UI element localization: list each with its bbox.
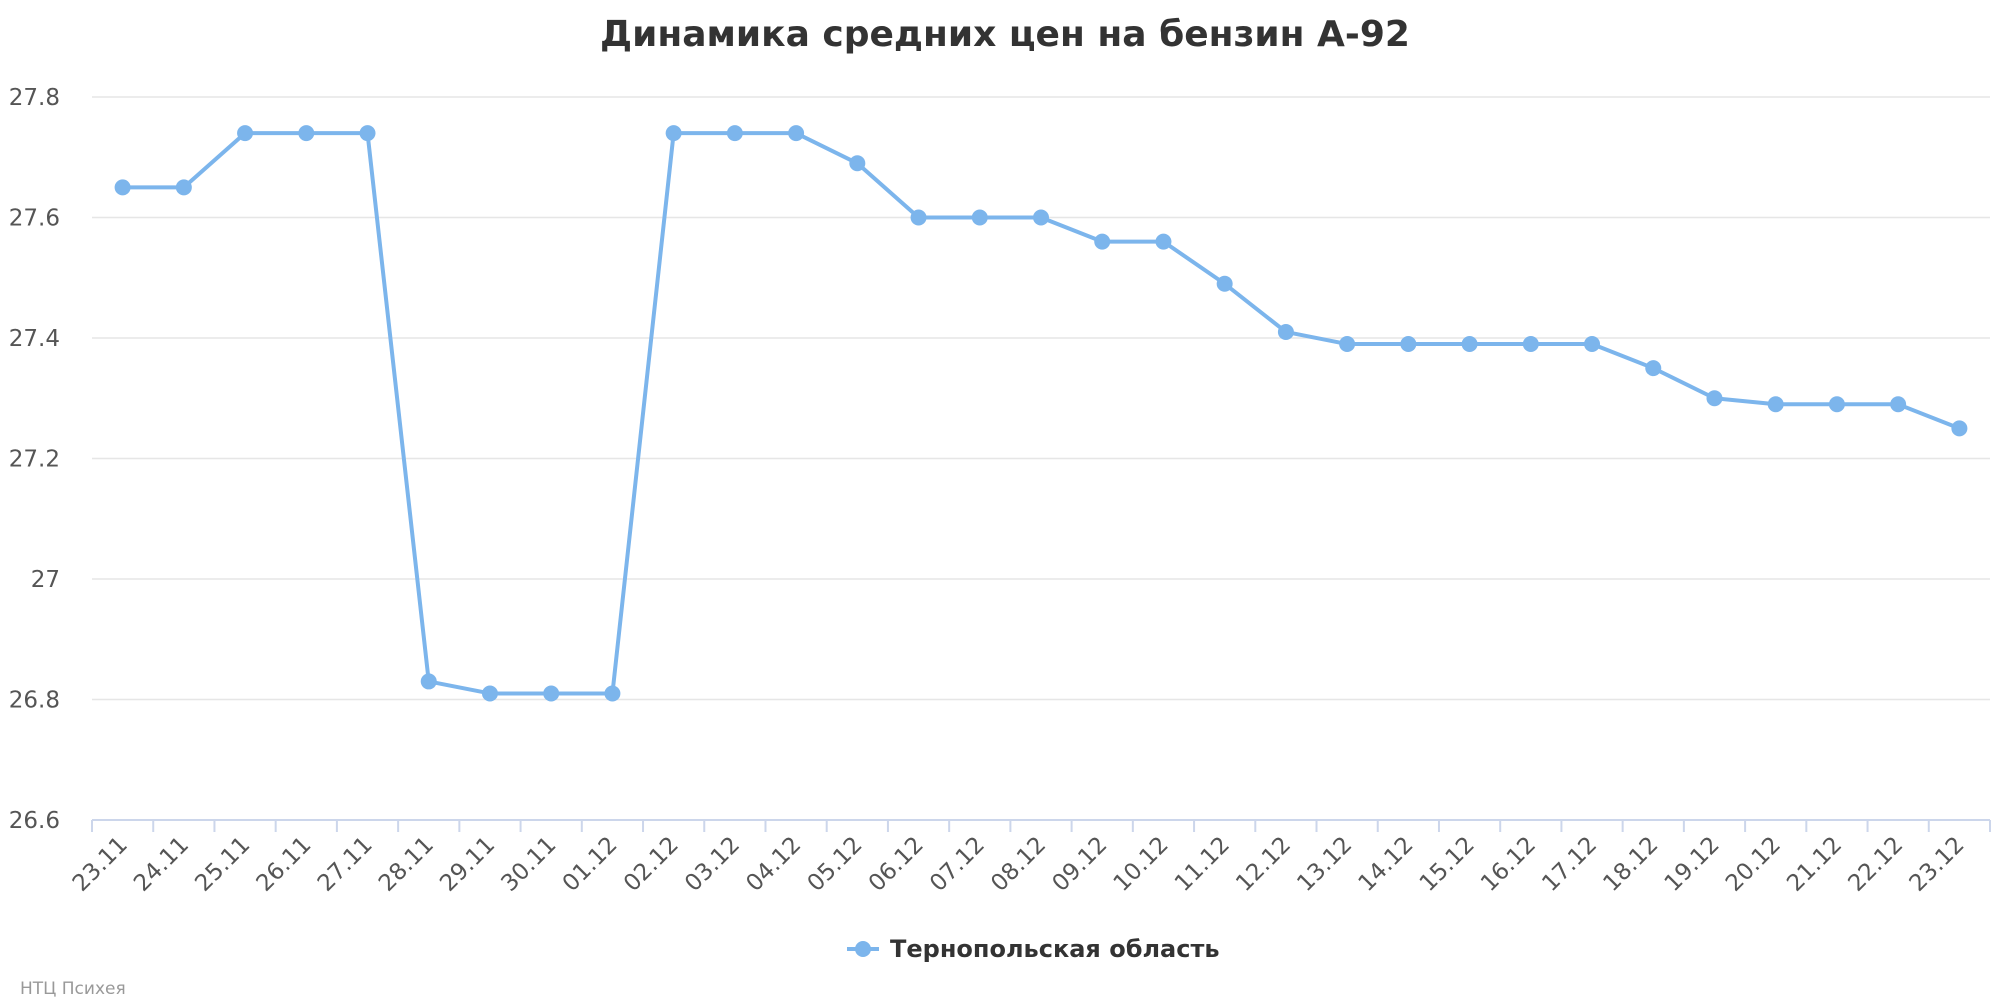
x-tick-label: 25.11 [190,832,255,897]
x-tick-label: 20.12 [1721,832,1786,897]
y-tick-label: 27.2 [9,447,60,473]
data-point [849,155,866,172]
y-tick-label: 27 [31,567,60,593]
data-point [1584,336,1601,353]
data-point [298,125,315,142]
x-tick-label: 03.12 [680,832,745,897]
data-point [1951,420,1968,437]
x-tick-label: 13.12 [1292,832,1357,897]
x-tick-label: 01.12 [558,832,623,897]
y-tick-label: 27.4 [9,326,60,352]
legend-label: Тернопольская область [890,935,1220,963]
x-tick-label: 15.12 [1415,832,1480,897]
x-tick-label: 07.12 [925,832,990,897]
data-point [359,125,376,142]
x-tick-label: 08.12 [986,832,1051,897]
data-point [1094,233,1111,250]
x-tick-label: 16.12 [1476,832,1541,897]
x-tick-label: 12.12 [1231,832,1296,897]
data-point [420,673,437,690]
data-point [1461,336,1478,353]
data-point [971,209,988,226]
x-tick-label: 28.11 [374,832,439,897]
data-point [1339,336,1356,353]
x-tick-label: 27.11 [313,832,378,897]
x-tick-label: 29.11 [435,832,500,897]
x-tick-label: 02.12 [619,832,684,897]
x-axis: 23.1124.1125.1126.1127.1128.1129.1130.11… [68,819,1991,897]
x-tick-label: 23.11 [68,832,133,897]
data-point [1706,390,1723,407]
x-tick-label: 24.11 [129,832,194,897]
data-point [1890,396,1907,413]
y-axis: 26.6 26.8 27 27.2 27.4 27.6 27.8 [9,85,60,834]
legend-symbol-marker [855,941,871,957]
y-tick-label: 26.6 [9,808,60,834]
data-point [1828,396,1845,413]
series [114,125,1968,702]
chart-title: Динамика средних цен на бензин А-92 [600,14,1410,55]
y-tick-label: 26.8 [9,688,60,714]
y-tick-label: 27.6 [9,206,60,232]
x-tick-label: 14.12 [1354,832,1419,897]
x-tick-label: 18.12 [1599,832,1664,897]
data-point [910,209,927,226]
data-point [1400,336,1417,353]
data-point [114,179,131,196]
data-point [665,125,682,142]
credits: НТЦ Психея [20,979,126,999]
data-point [1216,275,1233,292]
data-point [788,125,805,142]
x-tick-label: 19.12 [1660,832,1725,897]
data-point [1767,396,1784,413]
x-tick-label: 21.12 [1782,832,1847,897]
x-tick-label: 11.12 [1170,832,1235,897]
x-tick-label: 10.12 [1109,832,1174,897]
data-point [1645,360,1662,377]
data-point [1522,336,1539,353]
data-point [604,685,621,702]
legend[interactable]: Тернопольская область [847,935,1220,963]
x-tick-label: 30.11 [496,832,561,897]
data-point [543,685,560,702]
data-point [1155,233,1172,250]
x-tick-label: 23.12 [1905,832,1970,897]
data-point [175,179,192,196]
x-tick-label: 17.12 [1537,832,1602,897]
x-tick-label: 06.12 [864,832,929,897]
data-point [1033,209,1049,226]
x-tick-label: 04.12 [741,832,806,897]
y-tick-label: 27.8 [9,85,60,111]
data-point [481,685,498,702]
data-point [237,125,254,142]
grid [92,96,1990,701]
x-tick-label: 09.12 [1048,832,1113,897]
data-point [1277,323,1294,340]
x-tick-label: 22.12 [1843,832,1908,897]
x-tick-label: 26.11 [252,832,317,897]
x-tick-label: 05.12 [803,832,868,897]
data-point [726,125,743,142]
